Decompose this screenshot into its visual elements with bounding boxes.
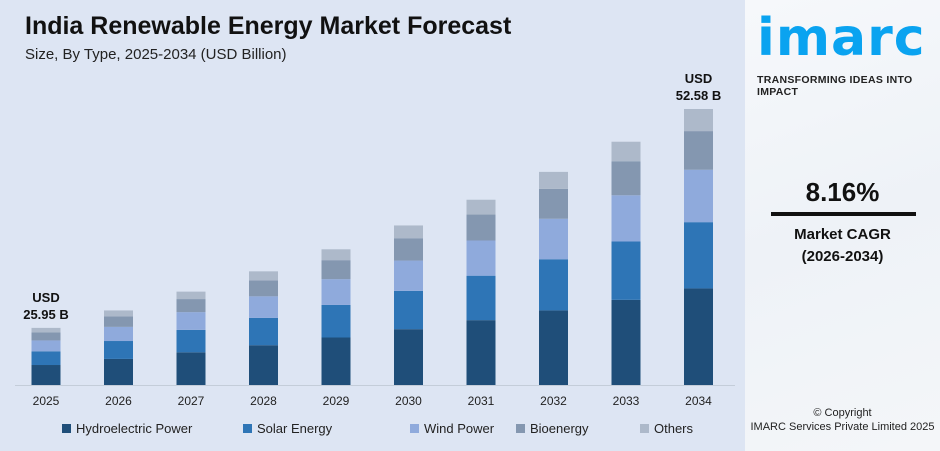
x-tick-label: 2028 — [250, 394, 277, 408]
data-label-currency: USD — [32, 290, 59, 305]
bar-segment-wind-power-2027 — [176, 312, 206, 330]
bar-segment-wind-power-2033 — [611, 195, 641, 242]
bar-segment-wind-power-2029 — [321, 279, 351, 305]
bar-segment-hydroelectric-power-2031 — [466, 320, 496, 385]
bar-segment-others-2027 — [176, 291, 206, 300]
bar-segment-others-2025 — [31, 327, 61, 333]
bar-segment-bioenergy-2029 — [321, 260, 351, 280]
legend-item: Solar Energy — [243, 421, 332, 436]
legend-label: Solar Energy — [257, 421, 333, 436]
bar-segment-others-2031 — [466, 199, 496, 215]
brand-tagline: TRANSFORMING IDEAS INTO IMPACT — [757, 74, 913, 98]
copyright-line1: © Copyright — [813, 407, 872, 419]
bar-segment-bioenergy-2032 — [539, 188, 568, 219]
bar-segment-solar-energy-2025 — [31, 351, 61, 366]
bar-segment-bioenergy-2031 — [466, 214, 496, 241]
bar-chart: 2025 USD 25.95 B 2026 2027 2028 2029 2030 2031 20… — [15, 71, 735, 408]
bar-segment-solar-energy-2030 — [394, 290, 423, 330]
cagr-value: 8.16% — [805, 177, 880, 207]
bar-segment-bioenergy-2025 — [31, 332, 61, 341]
bar-segment-solar-energy-2032 — [539, 259, 568, 311]
x-tick-label: 2032 — [540, 394, 567, 408]
bar-segment-hydroelectric-power-2025 — [31, 365, 61, 385]
bar-segment-solar-energy-2031 — [466, 275, 496, 321]
bar-segment-bioenergy-2034 — [684, 131, 713, 170]
x-tick-label: 2031 — [468, 394, 495, 408]
chart-title: India Renewable Energy Market Forecast — [25, 12, 512, 40]
bar-segment-bioenergy-2030 — [394, 238, 423, 261]
bar-segment-hydroelectric-power-2030 — [394, 329, 423, 385]
bar-segment-solar-energy-2029 — [321, 304, 351, 338]
imarc-logo: imarc — [757, 8, 926, 68]
x-tick-label: 2033 — [613, 394, 640, 408]
bar-segment-hydroelectric-power-2032 — [539, 310, 568, 385]
bar-segment-bioenergy-2026 — [104, 316, 133, 327]
legend-label: Others — [654, 421, 694, 436]
cagr-period: (2026-2034) — [801, 248, 884, 265]
legend-item: Wind Power — [410, 421, 494, 436]
x-tick-label: 2026 — [105, 394, 132, 408]
bar-segment-wind-power-2032 — [539, 218, 568, 260]
copyright-line2: IMARC Services Private Limited 2025 — [750, 421, 935, 433]
bar-segment-hydroelectric-power-2033 — [611, 299, 641, 385]
legend-item: Hydroelectric Power — [62, 421, 192, 436]
divider — [771, 212, 916, 216]
data-label-value: 25.95 B — [23, 307, 69, 322]
bar-segment-solar-energy-2026 — [104, 341, 133, 359]
bar-segment-wind-power-2034 — [684, 169, 713, 223]
chart-subtitle: Size, By Type, 2025-2034 (USD Billion) — [25, 46, 287, 63]
x-tick-label: 2029 — [323, 394, 350, 408]
legend-swatch — [410, 424, 419, 433]
bar-segment-bioenergy-2028 — [249, 280, 278, 297]
bar-segment-others-2033 — [611, 141, 641, 162]
bar-segment-solar-energy-2034 — [684, 222, 713, 289]
bar-segment-wind-power-2030 — [394, 260, 423, 291]
bar-segment-others-2032 — [539, 171, 568, 189]
legend-swatch — [62, 424, 71, 433]
bar-segment-hydroelectric-power-2028 — [249, 345, 278, 385]
bar-segment-wind-power-2028 — [249, 296, 278, 318]
legend-item: Others — [640, 421, 693, 436]
legend-label: Hydroelectric Power — [76, 421, 193, 436]
bar-segment-solar-energy-2028 — [249, 317, 278, 346]
bar-segment-hydroelectric-power-2027 — [176, 352, 206, 385]
bar-segment-others-2026 — [104, 310, 133, 317]
bar-segment-wind-power-2025 — [31, 340, 61, 352]
x-tick-label: 2025 — [33, 394, 60, 408]
bar-segment-others-2028 — [249, 271, 278, 281]
bar-segment-others-2029 — [321, 249, 351, 261]
bar-segment-bioenergy-2027 — [176, 299, 206, 313]
x-tick-label: 2034 — [685, 394, 712, 408]
legend-label: Bioenergy — [530, 421, 589, 436]
legend-label: Wind Power — [424, 421, 495, 436]
data-label-currency: USD — [685, 71, 712, 86]
bar-segment-hydroelectric-power-2034 — [684, 288, 713, 385]
cagr-label: Market CAGR — [794, 226, 891, 243]
legend-swatch — [640, 424, 649, 433]
legend-item: Bioenergy — [516, 421, 589, 436]
legend-swatch — [516, 424, 525, 433]
bar-segment-wind-power-2031 — [466, 240, 496, 276]
bar-segment-solar-energy-2033 — [611, 241, 641, 300]
bar-segment-wind-power-2026 — [104, 326, 133, 342]
legend-swatch — [243, 424, 252, 433]
bar-segment-bioenergy-2033 — [611, 161, 641, 196]
x-tick-label: 2030 — [395, 394, 422, 408]
info-panel — [745, 0, 940, 451]
data-label-value: 52.58 B — [676, 88, 722, 103]
x-tick-label: 2027 — [178, 394, 205, 408]
bar-segment-others-2034 — [684, 109, 713, 132]
bar-segment-hydroelectric-power-2029 — [321, 337, 351, 385]
bar-segment-others-2030 — [394, 225, 423, 239]
bar-segment-hydroelectric-power-2026 — [104, 358, 133, 385]
bar-segment-solar-energy-2027 — [176, 329, 206, 353]
